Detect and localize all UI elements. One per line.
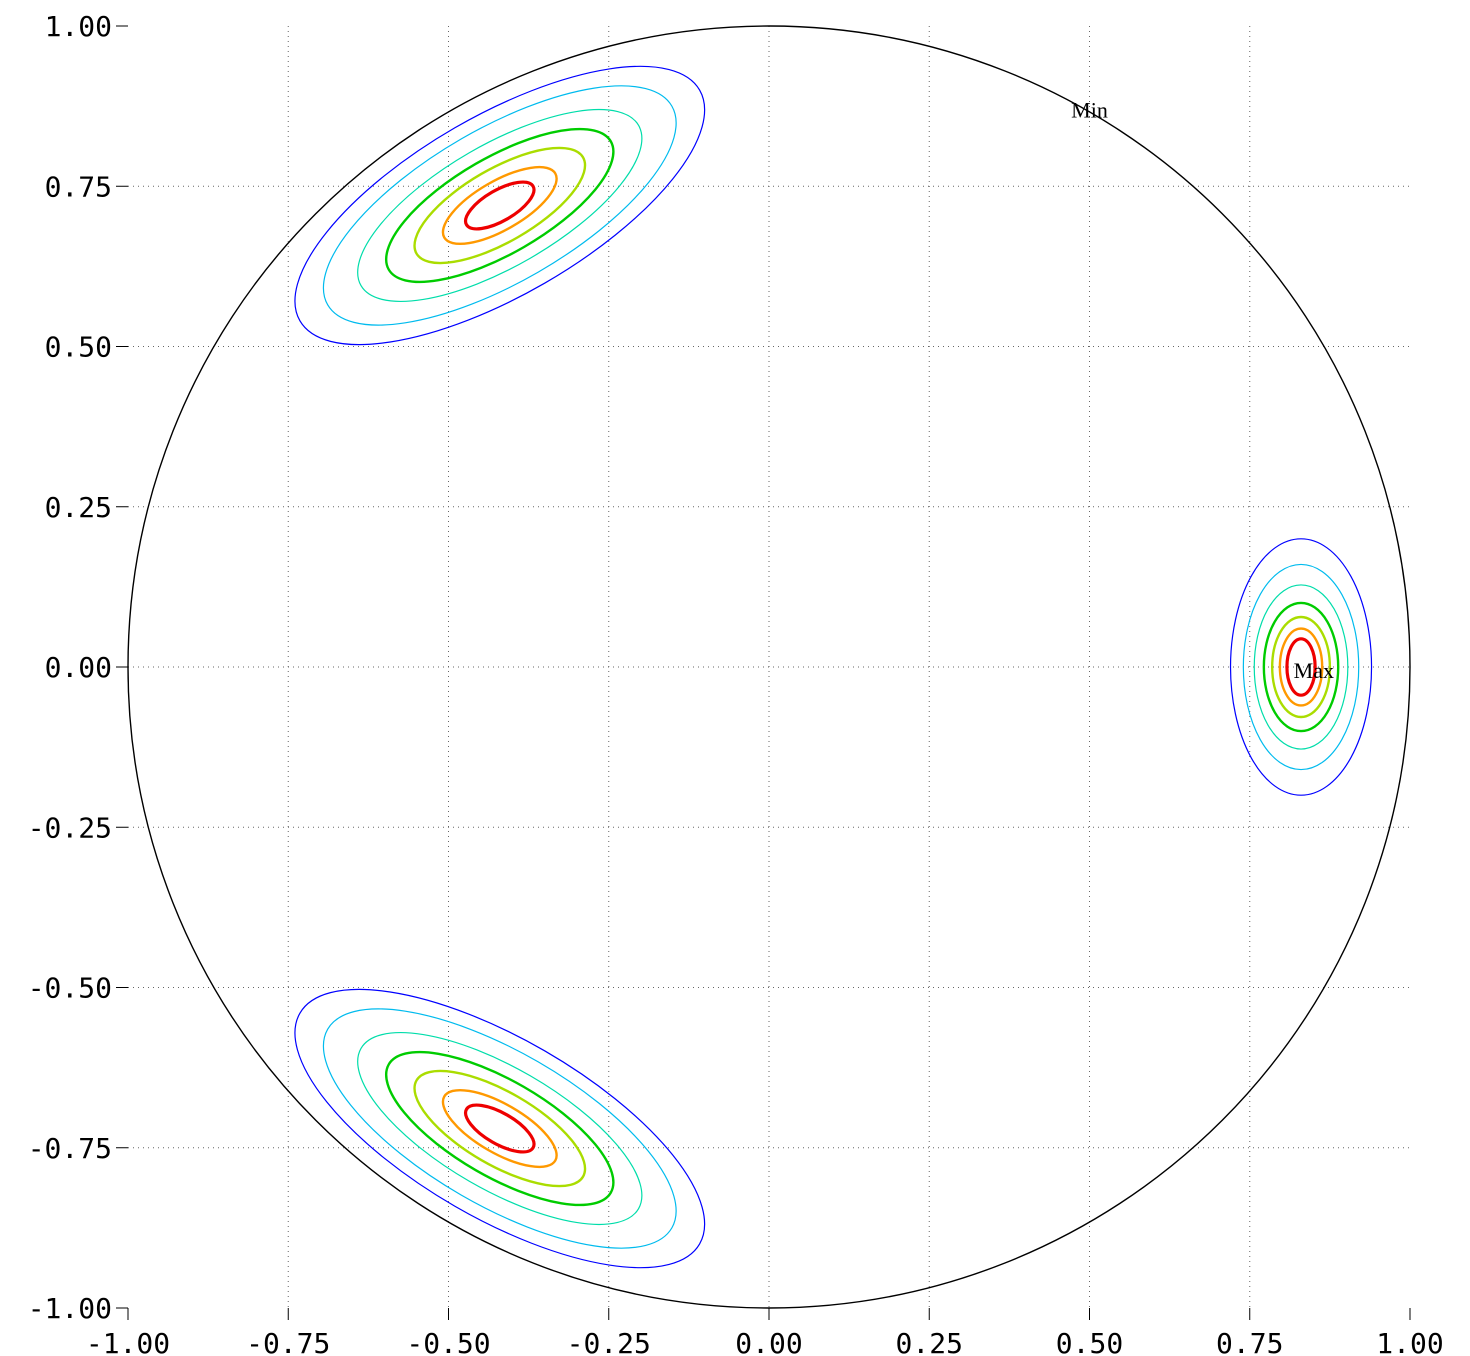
x-tick-label: -0.75: [246, 1327, 330, 1356]
axes: -1.00 -0.75 -0.50 -0.25 0.00 0.25 0.50 0.75 1.00…: [28, 10, 1444, 1356]
contour-level-7: [463, 180, 536, 231]
contour-peak-2: [1229, 538, 1373, 796]
grid-lines: [128, 26, 1410, 1308]
contour-level-5: [413, 146, 587, 265]
contour-level-3: [357, 108, 643, 303]
x-tick-label: -1.00: [86, 1327, 170, 1356]
x-tick-label: 0.75: [1216, 1327, 1283, 1356]
contour-level-7: [463, 1103, 536, 1154]
annotations: Min Max: [1071, 97, 1334, 683]
contour-level-6: [441, 1088, 558, 1169]
contour-level-1: [1229, 538, 1373, 796]
y-tick-label: -0.25: [28, 811, 112, 844]
contour-level-5: [413, 1069, 587, 1188]
x-tick-label: -0.50: [406, 1327, 490, 1356]
contour-level-5: [1270, 615, 1332, 719]
y-tick-label: 0.50: [45, 331, 112, 364]
y-tick-label: -0.50: [28, 972, 112, 1005]
y-tick-label: 0.00: [45, 651, 112, 684]
contour-level-7: [1285, 637, 1317, 697]
contour-lines: [294, 65, 1373, 1269]
y-tick-label: 1.00: [45, 10, 112, 43]
y-tick-label: -0.75: [28, 1132, 112, 1165]
y-tick-label: 0.25: [45, 491, 112, 524]
contour-peak-1: [294, 65, 706, 346]
contour-peak-3: [294, 988, 706, 1269]
contour-level-2: [322, 85, 677, 326]
contour-level-1: [294, 988, 706, 1269]
x-tick-label: -0.25: [567, 1327, 651, 1356]
contour-level-4: [1262, 601, 1340, 733]
contour-level-3: [1253, 584, 1349, 750]
x-tick-label: 1.00: [1376, 1327, 1443, 1356]
contour-level-3: [357, 1031, 643, 1226]
annotation-min: Min: [1071, 97, 1108, 122]
x-tick-label: 0.00: [735, 1327, 802, 1356]
contour-level-6: [1278, 627, 1324, 707]
annotation-max: Max: [1294, 658, 1334, 683]
contour-level-4: [384, 1050, 615, 1207]
projection-circle: [127, 25, 1411, 1309]
contour-level-4: [384, 127, 615, 284]
x-tick-label: 0.50: [1056, 1327, 1123, 1356]
contour-level-2: [1242, 563, 1360, 771]
y-tick-label: -1.00: [28, 1292, 112, 1325]
contour-level-6: [441, 165, 558, 246]
contour-level-2: [322, 1008, 677, 1249]
contour-level-1: [294, 65, 706, 346]
y-tick-label: 0.75: [45, 170, 112, 203]
x-tick-label: 0.25: [896, 1327, 963, 1356]
